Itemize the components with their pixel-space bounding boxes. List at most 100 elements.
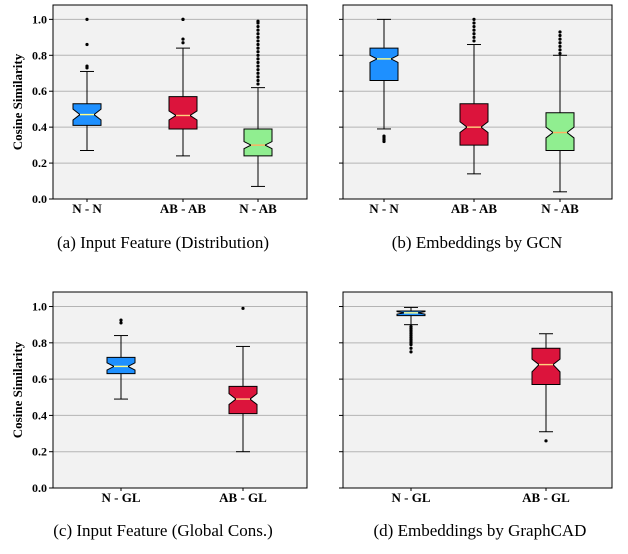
outlier-point: [472, 39, 476, 43]
outlier-point: [256, 24, 260, 29]
box-body: [459, 103, 489, 146]
outlier-point: [119, 321, 123, 325]
box-0: [369, 18, 399, 144]
outlier-point: [409, 346, 413, 350]
box-body: [545, 112, 575, 151]
y-tick-label: 0.0: [32, 481, 47, 495]
outlier-point: [85, 64, 89, 68]
outlier-point: [256, 42, 260, 47]
box-0: [106, 318, 136, 400]
box-body: [168, 96, 198, 130]
box-0: [396, 306, 426, 354]
plot-border: [52, 291, 308, 489]
box-2: [545, 30, 575, 193]
outlier-point: [85, 17, 89, 21]
y-tick-label: 1.0: [32, 300, 47, 314]
y-axis-label: Cosine Similarity: [10, 341, 25, 438]
box-1: [459, 17, 489, 175]
y-tick-label: 0.2: [32, 156, 47, 170]
x-category-label: N - AB: [541, 201, 579, 216]
y-tick-label: 0.4: [32, 120, 47, 134]
box-2: [243, 19, 273, 187]
x-category-label: AB - AB: [160, 201, 207, 216]
outlier-point: [256, 68, 260, 72]
box-body: [531, 347, 561, 386]
outlier-point: [256, 64, 260, 68]
outlier-point: [472, 35, 476, 39]
y-tick-label: 0.0: [32, 192, 47, 206]
panel-a: Cosine Similarity (a) Input Feature (Dis…: [10, 4, 308, 252]
box-body: [369, 47, 399, 81]
outlier-point: [558, 41, 562, 45]
y-tick-label: 1.0: [32, 12, 47, 26]
outlier-point: [544, 439, 548, 443]
outlier-point: [256, 60, 260, 65]
outlier-point: [256, 53, 260, 57]
box-body: [228, 385, 258, 415]
panel-caption: (d) Embeddings by GraphCAD: [374, 521, 587, 540]
outlier-point: [256, 50, 260, 54]
outlier-point: [256, 35, 260, 39]
outlier-point: [558, 37, 562, 41]
outlier-point: [256, 71, 260, 75]
x-category-label: AB - GL: [219, 490, 267, 505]
outlier-point: [256, 46, 260, 50]
x-category-label: N - GL: [102, 490, 141, 505]
y-tick-label: 0.2: [32, 445, 47, 459]
plot-border: [342, 4, 613, 200]
outlier-point: [382, 134, 386, 138]
outlier-point: [181, 41, 185, 45]
y-axis-label: Cosine Similarity: [10, 53, 25, 150]
outlier-point: [256, 32, 260, 36]
outlier-point: [119, 318, 123, 322]
box-body: [106, 356, 136, 375]
panel-caption: (a) Input Feature (Distribution): [57, 233, 269, 252]
box-1: [168, 17, 198, 157]
x-category-label: N - N: [369, 201, 399, 216]
y-tick-label: 0.4: [32, 408, 47, 422]
outlier-point: [558, 48, 562, 52]
panel-caption: (b) Embeddings by GCN: [392, 233, 562, 252]
outlier-point: [409, 350, 413, 354]
outlier-point: [472, 32, 476, 36]
y-tick-label: 0.6: [32, 84, 47, 98]
outlier-point: [256, 75, 260, 79]
panel-c: Cosine Similarity (c) Input Feature (Glo…: [10, 291, 308, 540]
box-body: [243, 128, 273, 157]
outlier-point: [558, 30, 562, 34]
panel-b: (b) Embeddings by GCN N - N AB - AB N - AB: [339, 4, 613, 252]
outlier-point: [256, 82, 260, 86]
box-1: [228, 306, 258, 453]
box-0: [72, 17, 102, 151]
outlier-point: [241, 306, 245, 310]
box-1: [531, 333, 561, 443]
plot-frame: [52, 291, 308, 489]
y-tick-label: 0.8: [32, 336, 47, 350]
x-category-label: AB - GL: [522, 490, 570, 505]
panel-caption: (c) Input Feature (Global Cons.): [53, 521, 273, 540]
plot-frame: [342, 291, 613, 489]
outlier-point: [558, 44, 562, 48]
x-category-label: N - N: [72, 201, 102, 216]
outlier-point: [181, 37, 185, 41]
outlier-point: [256, 57, 260, 61]
outlier-point: [558, 51, 562, 56]
outlier-point: [256, 28, 260, 32]
outlier-point: [558, 33, 562, 38]
x-category-label: N - GL: [392, 490, 431, 505]
y-tick-label: 0.6: [32, 372, 47, 386]
outlier-point: [472, 17, 476, 21]
outlier-point: [256, 19, 260, 23]
x-category-label: N - AB: [239, 201, 277, 216]
outlier-point: [472, 21, 476, 25]
plot-border: [342, 291, 613, 489]
outlier-point: [85, 42, 89, 47]
outlier-point: [472, 24, 476, 29]
y-tick-label: 0.8: [32, 48, 47, 62]
plot-frame: [342, 4, 613, 200]
outlier-point: [256, 39, 260, 43]
outlier-point: [181, 17, 185, 21]
outlier-point: [256, 78, 260, 83]
outlier-point: [472, 28, 476, 32]
